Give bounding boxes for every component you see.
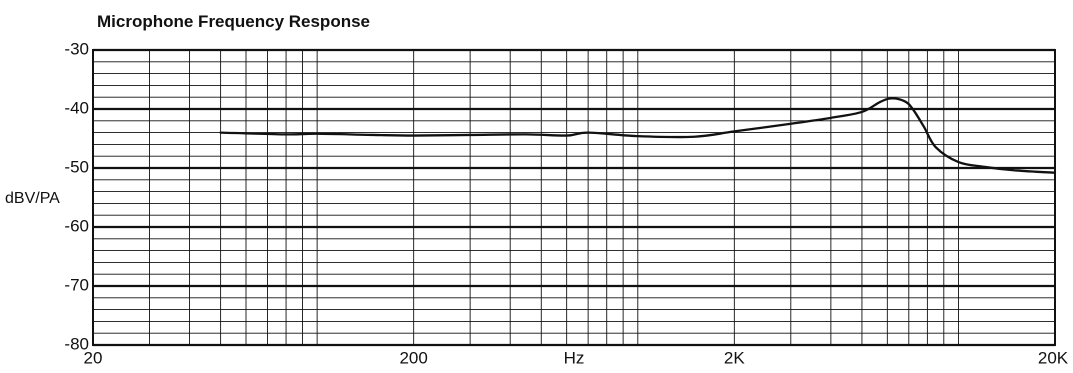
data-point — [935, 146, 937, 148]
grid — [92, 48, 1056, 347]
data-point — [923, 126, 925, 128]
data-point — [469, 134, 471, 136]
data-point — [733, 131, 735, 133]
y-tick-label: -80 — [64, 334, 89, 353]
axes — [92, 49, 1056, 346]
x-tick-label: 2K — [724, 348, 745, 367]
chart-title: Microphone Frequency Response — [97, 12, 370, 31]
y-axis-label: dBV/PA — [5, 190, 60, 207]
data-point — [983, 166, 985, 168]
data-point — [958, 161, 960, 163]
y-tick-label: -70 — [64, 275, 89, 294]
data-point — [879, 101, 881, 103]
data-point — [373, 134, 375, 136]
data-point — [891, 97, 893, 99]
x-tick-label: 20 — [84, 348, 103, 367]
x-axis-label: Hz — [564, 348, 585, 367]
data-point — [693, 136, 695, 138]
y-tick-label: -60 — [64, 216, 89, 235]
data-point — [566, 135, 568, 137]
series-line — [219, 97, 1057, 174]
data-point — [285, 133, 287, 135]
data-point — [790, 123, 792, 125]
data-point — [587, 132, 589, 134]
plot-frame — [92, 49, 1056, 346]
y-tick-label: -30 — [64, 39, 89, 58]
data-point — [861, 111, 863, 113]
y-tick-label: -40 — [64, 98, 89, 117]
data-point — [316, 133, 318, 135]
data-point — [526, 133, 528, 135]
x-tick-label: 200 — [399, 348, 427, 367]
x-tick-label: 20K — [1038, 348, 1069, 367]
series-layer — [219, 97, 1057, 174]
data-point — [912, 108, 914, 110]
data-point — [413, 135, 415, 137]
data-point — [1014, 169, 1016, 171]
y-tick-label: -50 — [64, 157, 89, 176]
data-point — [637, 135, 639, 137]
data-point — [220, 132, 222, 134]
data-point — [830, 117, 832, 119]
data-point — [904, 100, 906, 102]
